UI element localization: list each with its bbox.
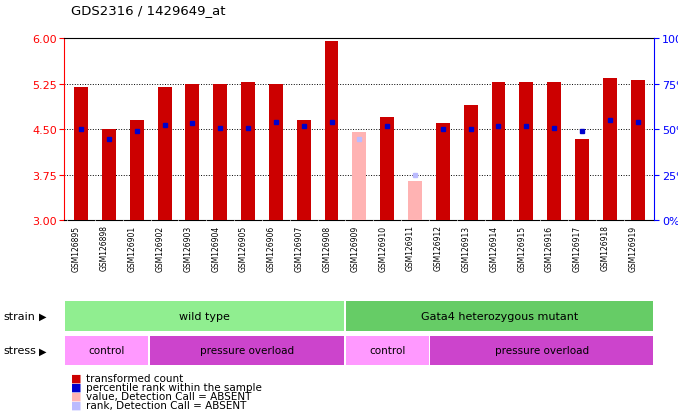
- Text: GSM126902: GSM126902: [155, 225, 165, 271]
- Bar: [65, 301, 344, 331]
- Bar: [575, 139, 589, 221]
- Text: ▶: ▶: [39, 311, 47, 321]
- Text: control: control: [88, 346, 125, 356]
- Text: control: control: [370, 346, 405, 356]
- Text: GSM126906: GSM126906: [267, 225, 276, 271]
- Text: Gata4 heterozygous mutant: Gata4 heterozygous mutant: [421, 311, 578, 321]
- Bar: [547, 83, 561, 221]
- Bar: [102, 130, 116, 221]
- Bar: [65, 336, 148, 366]
- Bar: [129, 121, 144, 221]
- Text: ▶: ▶: [39, 346, 47, 356]
- Text: GSM126919: GSM126919: [629, 225, 637, 271]
- Text: GSM126910: GSM126910: [378, 225, 387, 271]
- Text: stress: stress: [3, 346, 36, 356]
- Text: GSM126917: GSM126917: [573, 225, 582, 271]
- Text: wild type: wild type: [180, 311, 231, 321]
- Bar: [353, 133, 366, 221]
- Bar: [492, 83, 505, 221]
- Bar: [519, 83, 533, 221]
- Text: rank, Detection Call = ABSENT: rank, Detection Call = ABSENT: [86, 400, 247, 410]
- Bar: [325, 42, 338, 221]
- Text: GSM126911: GSM126911: [406, 225, 415, 271]
- Bar: [408, 182, 422, 221]
- Text: GSM126895: GSM126895: [72, 225, 81, 271]
- Bar: [346, 301, 654, 331]
- Bar: [436, 124, 450, 221]
- Text: GSM126901: GSM126901: [127, 225, 137, 271]
- Bar: [603, 78, 617, 221]
- Text: pressure overload: pressure overload: [495, 346, 589, 356]
- Bar: [297, 121, 311, 221]
- Text: pressure overload: pressure overload: [200, 346, 294, 356]
- Bar: [631, 81, 645, 221]
- Text: GSM126913: GSM126913: [462, 225, 471, 271]
- Bar: [214, 85, 227, 221]
- Bar: [186, 85, 199, 221]
- Text: GSM126915: GSM126915: [517, 225, 526, 271]
- Text: GSM126914: GSM126914: [490, 225, 498, 271]
- Bar: [269, 85, 283, 221]
- Text: ■: ■: [71, 373, 81, 383]
- Text: value, Detection Call = ABSENT: value, Detection Call = ABSENT: [86, 391, 252, 401]
- Bar: [241, 83, 255, 221]
- Text: ■: ■: [71, 391, 81, 401]
- Text: GDS2316 / 1429649_at: GDS2316 / 1429649_at: [71, 4, 226, 17]
- Bar: [157, 88, 172, 221]
- Text: GSM126908: GSM126908: [323, 225, 332, 271]
- Bar: [380, 118, 394, 221]
- Text: strain: strain: [3, 311, 35, 321]
- Text: GSM126907: GSM126907: [295, 225, 304, 271]
- Text: ■: ■: [71, 382, 81, 392]
- Bar: [346, 336, 428, 366]
- Bar: [150, 336, 344, 366]
- Bar: [464, 106, 477, 221]
- Text: GSM126903: GSM126903: [183, 225, 193, 271]
- Bar: [431, 336, 654, 366]
- Bar: [74, 88, 88, 221]
- Text: GSM126898: GSM126898: [100, 225, 109, 271]
- Text: transformed count: transformed count: [86, 373, 183, 383]
- Text: GSM126918: GSM126918: [601, 225, 610, 271]
- Text: GSM126904: GSM126904: [212, 225, 220, 271]
- Text: GSM126905: GSM126905: [239, 225, 248, 271]
- Text: GSM126916: GSM126916: [545, 225, 554, 271]
- Text: percentile rank within the sample: percentile rank within the sample: [86, 382, 262, 392]
- Text: GSM126912: GSM126912: [434, 225, 443, 271]
- Text: GSM126909: GSM126909: [351, 225, 359, 271]
- Text: ■: ■: [71, 400, 81, 410]
